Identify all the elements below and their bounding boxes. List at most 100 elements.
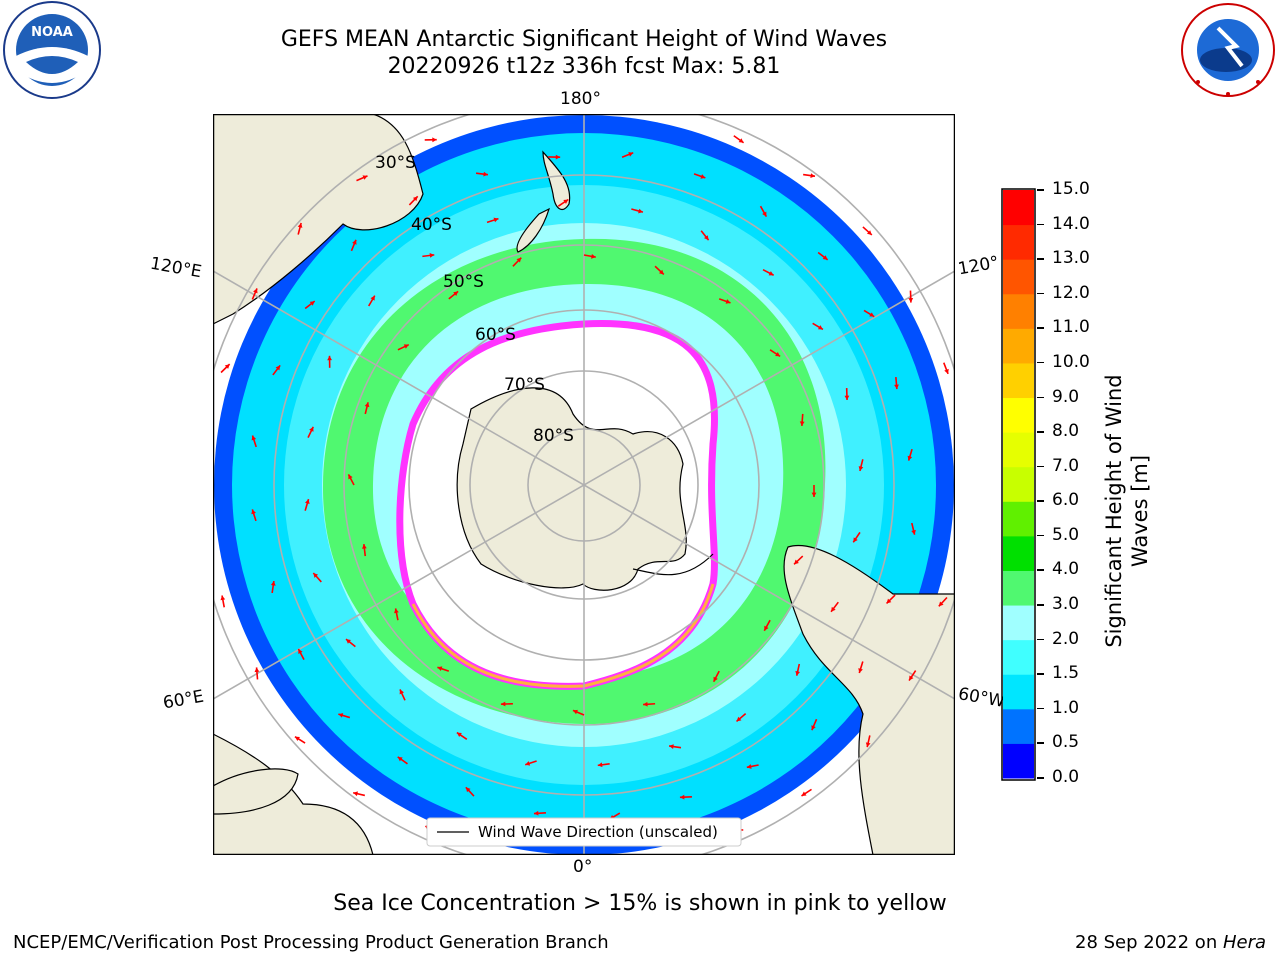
wave-direction-arrow-head bbox=[346, 639, 351, 644]
colorbar-tick-mark bbox=[1037, 707, 1044, 710]
wave-direction-arrow-head bbox=[822, 255, 828, 260]
wave-direction-arrow-head bbox=[762, 211, 767, 217]
colorbar-tick-mark bbox=[1037, 742, 1044, 744]
wave-direction-arrow-head bbox=[348, 474, 353, 480]
wave-direction-arrow-head bbox=[865, 742, 871, 748]
lat-label-60: 60°S bbox=[475, 325, 516, 345]
wave-direction-arrow-head bbox=[643, 701, 648, 707]
wave-direction-arrow-head bbox=[220, 595, 226, 601]
madagascar-landmass bbox=[213, 768, 299, 815]
wave-direction-arrow-head bbox=[254, 667, 260, 673]
wave-direction-arrow-head bbox=[810, 173, 816, 178]
antarctica-landmass bbox=[456, 387, 687, 591]
wave-direction-arrow-head bbox=[628, 152, 634, 157]
wave-direction-arrow-head bbox=[907, 455, 913, 461]
wave-direction-arrow-head bbox=[399, 689, 405, 695]
graticule bbox=[213, 114, 955, 855]
colorbar-tick-label: 7.0 bbox=[1052, 455, 1080, 476]
colorbar-tick-mark bbox=[1037, 500, 1044, 502]
colorbar-tick-mark bbox=[1037, 777, 1044, 779]
lat-label-80: 80°S bbox=[533, 426, 574, 446]
lon-label-0: 0° bbox=[573, 857, 593, 877]
wave-direction-arrow-head bbox=[309, 426, 314, 432]
colorbar-segment bbox=[1003, 293, 1034, 329]
wind-wave-arrows bbox=[220, 135, 949, 835]
lat-label-40: 40°S bbox=[411, 215, 452, 235]
lon-label-180: 180° bbox=[560, 89, 601, 109]
wave-direction-arrow-head bbox=[911, 529, 916, 535]
wave-direction-arrow-head bbox=[844, 395, 850, 401]
wave-direction-arrow-head bbox=[394, 608, 399, 614]
colorbar-tick-label: 6.0 bbox=[1052, 490, 1080, 511]
colorbar-tick-mark bbox=[1037, 431, 1044, 433]
colorbar-tick-mark bbox=[1037, 465, 1044, 468]
noaa-logo-text: NOAA bbox=[31, 25, 73, 40]
colorbar-tick-mark bbox=[1037, 604, 1044, 606]
lon-label-60e: 60°E bbox=[161, 686, 206, 714]
colorbar-segment bbox=[1003, 535, 1034, 571]
wave-direction-arrow-head bbox=[251, 509, 256, 515]
wave-direction-arrow-head bbox=[831, 606, 836, 612]
wave-direction-arrow-head bbox=[725, 299, 731, 304]
wave-direction-arrow-head bbox=[437, 666, 443, 671]
colorbar-segment bbox=[1003, 743, 1034, 779]
africa-landmass bbox=[213, 733, 374, 855]
wave-direction-arrow-head bbox=[658, 269, 664, 275]
colorbar-segment bbox=[1003, 190, 1034, 226]
wave-direction-arrow-head bbox=[736, 716, 742, 722]
wave-direction-arrow-head bbox=[853, 537, 858, 543]
footer-date: 28 Sep 2022 on Hera bbox=[1075, 932, 1266, 953]
colorbar-segment bbox=[1003, 605, 1034, 641]
colorbar-segment bbox=[1003, 259, 1034, 295]
wave-direction-arrow-head bbox=[700, 174, 706, 179]
wave-direction-arrow-head bbox=[794, 559, 799, 565]
wave-direction-arrow-head bbox=[429, 253, 435, 258]
colorbar-tick-mark bbox=[1037, 189, 1044, 191]
wave-direction-arrow-head bbox=[703, 235, 709, 241]
colorbar-tick-label: 2.0 bbox=[1052, 628, 1080, 649]
colorbar-segment bbox=[1003, 466, 1034, 502]
wave-direction-arrow-head bbox=[251, 435, 257, 441]
wave-direction-arrow-head bbox=[533, 810, 539, 816]
map-legend bbox=[426, 817, 742, 847]
wave-direction-arrow-head bbox=[352, 239, 357, 245]
colorbar-label-line2: Waves [m] bbox=[1128, 454, 1152, 568]
wave-direction-arrow-head bbox=[817, 325, 823, 330]
wave-direction-arrow-head bbox=[869, 312, 875, 317]
colorbar-tick-mark bbox=[1037, 638, 1044, 641]
colorbar-segment bbox=[1003, 674, 1034, 710]
lat-label-50: 50°S bbox=[443, 272, 484, 292]
wave-direction-arrow-head bbox=[338, 713, 344, 718]
colorbar-tick-label: 8.0 bbox=[1052, 421, 1080, 442]
colorbar-tick-label: 0.5 bbox=[1052, 732, 1080, 753]
colorbar-tick-label: 5.0 bbox=[1052, 524, 1080, 545]
legend-label: Wind Wave Direction (unscaled) bbox=[478, 823, 718, 841]
colorbar-tick-label: 9.0 bbox=[1052, 386, 1080, 407]
wave-direction-arrow-head bbox=[361, 544, 367, 549]
wave-direction-arrow-head bbox=[313, 573, 319, 578]
wave-direction-arrow-head bbox=[525, 761, 531, 766]
wave-direction-arrow-head bbox=[297, 222, 303, 228]
colorbar-segment bbox=[1003, 570, 1034, 606]
wave-direction-arrow-head bbox=[270, 581, 276, 586]
south-america-landmass bbox=[783, 545, 955, 855]
lon-label-60w: 60°W bbox=[956, 684, 1007, 712]
colorbar-tick-mark bbox=[1037, 569, 1044, 571]
colorbar-tick-mark bbox=[1037, 673, 1044, 675]
colorbar-segment bbox=[1003, 362, 1034, 399]
noaa-logo: NOAA bbox=[3, 1, 101, 99]
wave-direction-arrow-head bbox=[224, 364, 230, 369]
chart-title: GEFS MEAN Antarctic Significant Height o… bbox=[280, 27, 888, 52]
wave-direction-arrow-head bbox=[555, 154, 561, 160]
wave-direction-arrow-head bbox=[364, 402, 370, 408]
colorbar-tick-label: 10.0 bbox=[1052, 351, 1090, 372]
wave-direction-arrow-head bbox=[679, 794, 685, 800]
wave-direction-arrow-head bbox=[465, 787, 471, 793]
wave-direction-arrow-head bbox=[801, 791, 807, 796]
wave-direction-arrow-head bbox=[858, 668, 863, 673]
colorbar-segment bbox=[1003, 639, 1034, 675]
chart-subtitle: 20220926 t12z 336h fcst Max: 5.81 bbox=[387, 54, 781, 79]
wave-direction-arrow-head bbox=[432, 137, 437, 143]
wave-direction-arrow-head bbox=[305, 499, 310, 505]
colorbar-tick-mark bbox=[1037, 361, 1044, 364]
